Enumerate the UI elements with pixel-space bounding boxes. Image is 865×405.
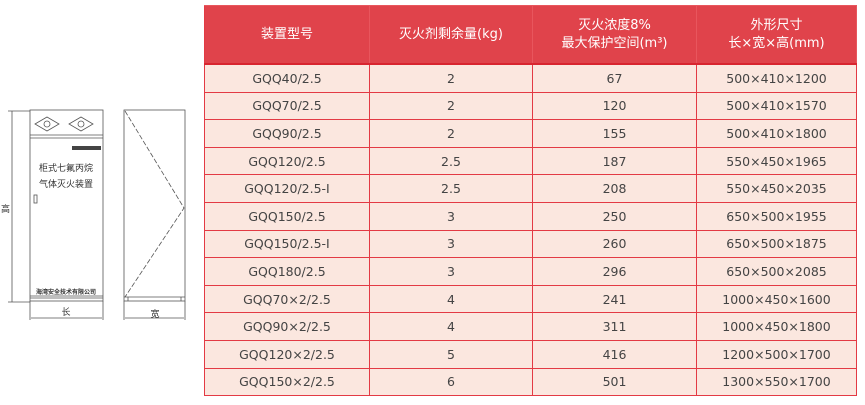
cell-agent-amount: 3 bbox=[369, 257, 533, 286]
cell-agent-amount: 4 bbox=[369, 312, 533, 341]
cell-protection-space: 501 bbox=[532, 367, 697, 397]
table-row: GQQ120/2.5-I 2.5 208 550×450×2035 bbox=[204, 174, 857, 203]
length-label: 长 bbox=[61, 306, 70, 318]
cell-protection-space: 250 bbox=[532, 201, 697, 231]
cell-model: GQQ40/2.5 bbox=[204, 63, 370, 93]
table-row: GQQ40/2.5 2 67 500×410×1200 bbox=[204, 63, 857, 93]
cell-protection-space: 311 bbox=[532, 312, 697, 341]
cell-model: GQQ120/2.5-I bbox=[204, 174, 370, 203]
cell-dimensions: 1300×550×1700 bbox=[696, 367, 857, 397]
table-header-row: 装置型号 灭火剂剩余量(kg) 灭火浓度8% 最大保护空间(m³) 外形尺寸 长×宽… bbox=[204, 5, 857, 65]
height-label: 高 bbox=[1, 203, 10, 215]
cell-agent-amount: 6 bbox=[369, 367, 533, 397]
cell-dimensions: 500×410×1570 bbox=[696, 91, 857, 121]
cell-dimensions: 500×410×1200 bbox=[696, 63, 857, 93]
cell-model: GQQ90/2.5 bbox=[204, 119, 370, 148]
cell-dimensions: 1000×450×1800 bbox=[696, 312, 857, 341]
cell-protection-space: 187 bbox=[532, 146, 697, 176]
cell-model: GQQ70×2/2.5 bbox=[204, 284, 370, 314]
cabinet-text-line1: 柜式七氟丙烷 bbox=[39, 162, 93, 174]
cell-agent-amount: 2 bbox=[369, 63, 533, 93]
cell-dimensions: 1000×450×1600 bbox=[696, 284, 857, 314]
cell-protection-space: 260 bbox=[532, 229, 697, 259]
cell-model: GQQ180/2.5 bbox=[204, 257, 370, 286]
width-label: 宽 bbox=[150, 308, 159, 320]
cell-protection-space: 296 bbox=[532, 257, 697, 286]
cell-protection-space: 67 bbox=[532, 63, 697, 93]
cell-model: GQQ70/2.5 bbox=[204, 91, 370, 121]
cell-agent-amount: 5 bbox=[369, 339, 533, 369]
cell-protection-space: 155 bbox=[532, 119, 697, 148]
cell-dimensions: 650×500×1955 bbox=[696, 201, 857, 231]
cell-agent-amount: 2 bbox=[369, 91, 533, 121]
cell-dimensions: 500×410×1800 bbox=[696, 119, 857, 148]
cell-model: GQQ120/2.5 bbox=[204, 146, 370, 176]
cell-protection-space: 208 bbox=[532, 174, 697, 203]
cell-model: GQQ90×2/2.5 bbox=[204, 312, 370, 341]
cell-agent-amount: 2 bbox=[369, 119, 533, 148]
spec-table: 装置型号 灭火剂剩余量(kg) 灭火浓度8% 最大保护空间(m³) 外形尺寸 长×宽… bbox=[204, 5, 857, 397]
cell-dimensions: 1200×500×1700 bbox=[696, 339, 857, 369]
cell-agent-amount: 3 bbox=[369, 201, 533, 231]
table-row: GQQ120/2.5 2.5 187 550×450×1965 bbox=[204, 146, 857, 176]
cell-agent-amount: 3 bbox=[369, 229, 533, 259]
header-model: 装置型号 bbox=[204, 5, 370, 65]
header-agent-amount: 灭火剂剩余量(kg) bbox=[369, 5, 533, 65]
cell-dimensions: 550×450×2035 bbox=[696, 174, 857, 203]
cell-protection-space: 120 bbox=[532, 91, 697, 121]
company-name: 海湾安全技术有限公司 bbox=[36, 288, 96, 296]
cabinet-text-line2: 气体灭火装置 bbox=[39, 178, 93, 190]
header-dimensions: 外形尺寸 长×宽×高(mm) bbox=[696, 5, 857, 65]
cell-agent-amount: 4 bbox=[369, 284, 533, 314]
cell-model: GQQ150×2/2.5 bbox=[204, 367, 370, 397]
table-row: GQQ150×2/2.5 6 501 1300×550×1700 bbox=[204, 367, 857, 397]
table-row: GQQ70/2.5 2 120 500×410×1570 bbox=[204, 91, 857, 121]
model-label-mark bbox=[72, 146, 101, 150]
table-row: GQQ70×2/2.5 4 241 1000×450×1600 bbox=[204, 284, 857, 314]
cell-model: GQQ150/2.5 bbox=[204, 201, 370, 231]
table-row: GQQ120×2/2.5 5 416 1200×500×1700 bbox=[204, 339, 857, 369]
cell-protection-space: 241 bbox=[532, 284, 697, 314]
header-protection-space: 灭火浓度8% 最大保护空间(m³) bbox=[532, 5, 697, 65]
cell-dimensions: 550×450×1965 bbox=[696, 146, 857, 176]
cell-model: GQQ150/2.5-I bbox=[204, 229, 370, 259]
cell-agent-amount: 2.5 bbox=[369, 146, 533, 176]
table-row: GQQ90×2/2.5 4 311 1000×450×1800 bbox=[204, 312, 857, 341]
table-row: GQQ180/2.5 3 296 650×500×2085 bbox=[204, 257, 857, 286]
table-row: GQQ150/2.5-I 3 260 650×500×1875 bbox=[204, 229, 857, 259]
table-row: GQQ150/2.5 3 250 650×500×1955 bbox=[204, 201, 857, 231]
cell-dimensions: 650×500×1875 bbox=[696, 229, 857, 259]
cell-protection-space: 416 bbox=[532, 339, 697, 369]
cell-dimensions: 650×500×2085 bbox=[696, 257, 857, 286]
table-row: GQQ90/2.5 2 155 500×410×1800 bbox=[204, 119, 857, 148]
cabinet-drawing: 柜式七氟丙烷 气体灭火装置 海湾安全技术有限公司 高 长 宽 bbox=[1, 109, 186, 320]
cell-agent-amount: 2.5 bbox=[369, 174, 533, 203]
cell-model: GQQ120×2/2.5 bbox=[204, 339, 370, 369]
